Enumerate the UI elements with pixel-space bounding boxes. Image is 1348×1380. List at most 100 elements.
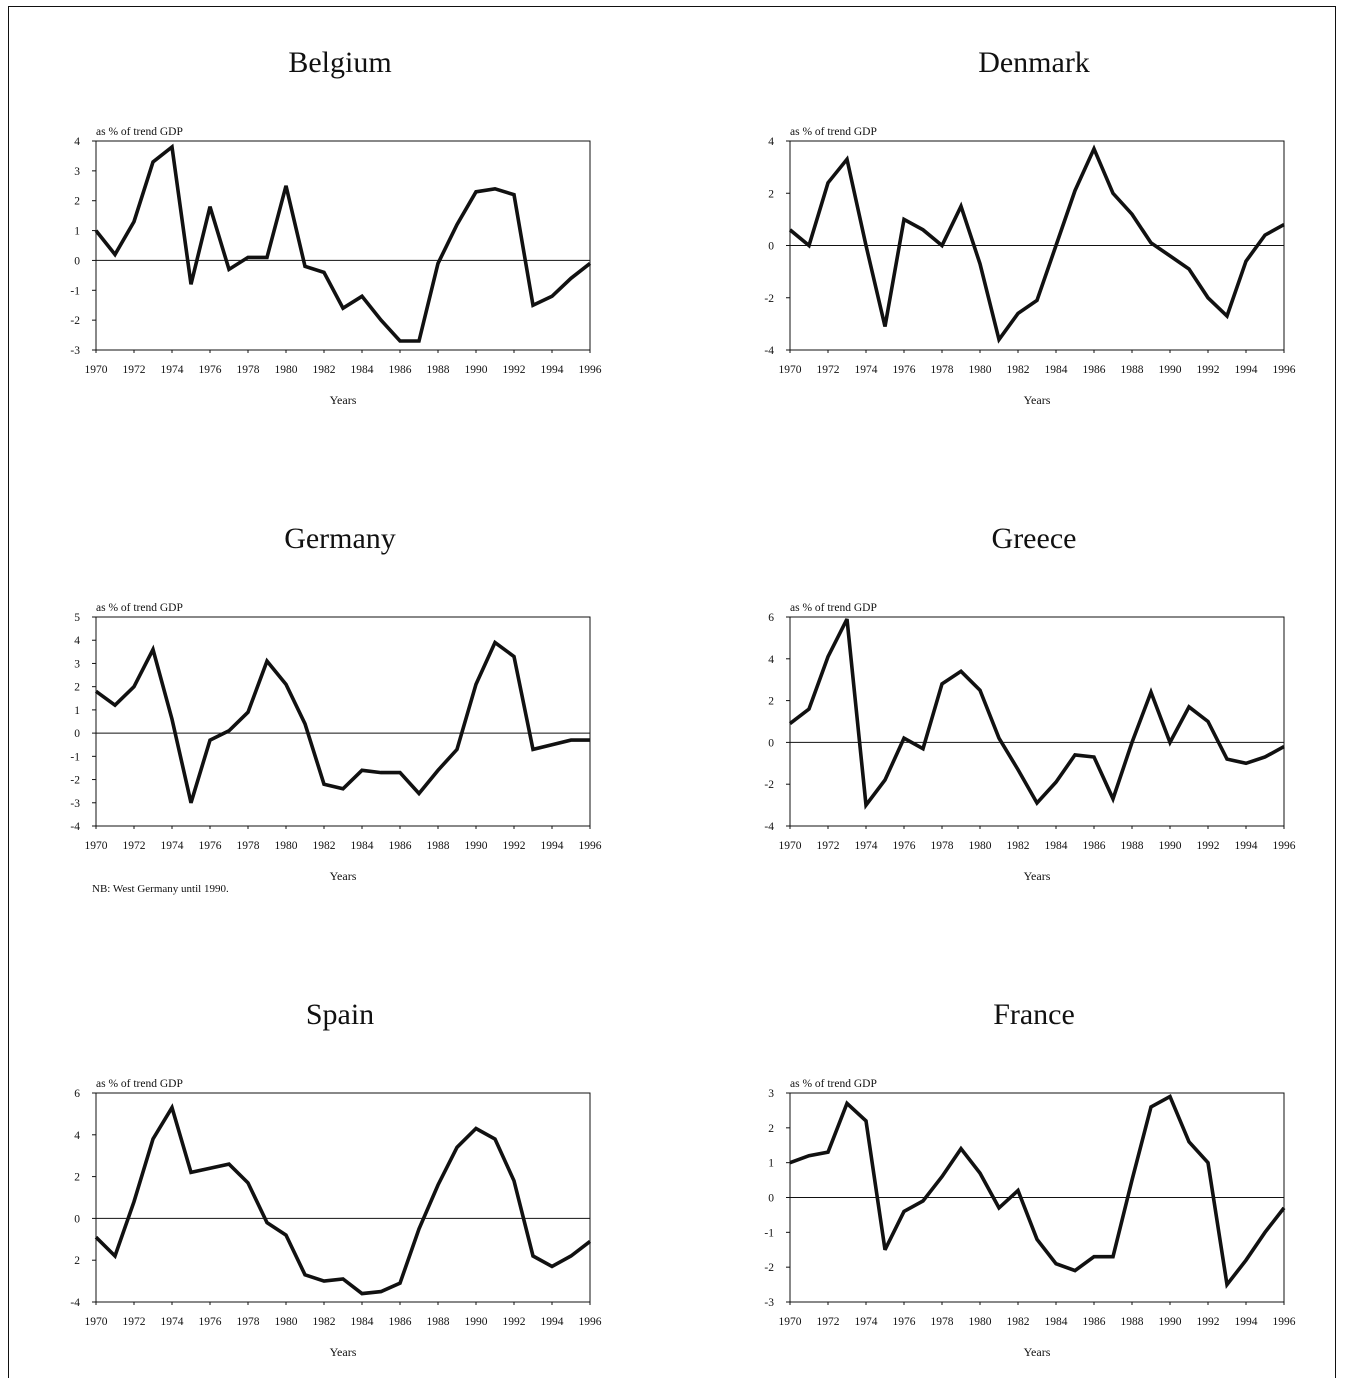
x-tick-label: 1970: [85, 840, 108, 852]
chart-note: NB: West Germany until 1990.: [92, 883, 229, 895]
x-tick-label: 1988: [1121, 1316, 1144, 1328]
x-tick-label: 1988: [427, 840, 450, 852]
x-tick-label: 1976: [199, 364, 222, 376]
x-tick-label: 1976: [893, 840, 916, 852]
y-tick-label: -3: [70, 345, 80, 357]
x-tick-label: 1970: [779, 364, 802, 376]
x-tick-label: 1984: [351, 840, 374, 852]
y-tick-label: -1: [70, 751, 80, 763]
x-tick-label: 1996: [579, 364, 602, 376]
y-tick-label: 2: [74, 1172, 80, 1184]
y-tick-label: 3: [768, 1088, 774, 1100]
x-tick-label: 1990: [1159, 1316, 1182, 1328]
y-tick-label: 1: [768, 1158, 774, 1170]
x-tick-label: 1970: [779, 840, 802, 852]
y-tick-label: -2: [70, 775, 80, 787]
x-tick-label: 1988: [1121, 364, 1144, 376]
x-tick-label: 1994: [1235, 840, 1258, 852]
x-tick-label: 1992: [503, 840, 526, 852]
series-line: [96, 1108, 590, 1294]
x-tick-label: 1974: [161, 840, 184, 852]
x-tick-label: 1978: [237, 840, 260, 852]
y-tick-label: -3: [764, 1297, 774, 1309]
y-unit-label: as % of trend GDP: [790, 126, 877, 138]
x-tick-label: 1978: [237, 364, 260, 376]
y-tick-label: 0: [768, 737, 774, 749]
plot-frame: [96, 1093, 590, 1302]
y-tick-label: 2: [768, 1123, 774, 1135]
x-tick-label: 1978: [237, 1316, 260, 1328]
x-tick-label: 1996: [1273, 364, 1296, 376]
y-unit-label: as % of trend GDP: [96, 1078, 183, 1090]
y-tick-label: 4: [74, 1130, 80, 1142]
x-tick-label: 1970: [85, 364, 108, 376]
x-tick-label: 1980: [275, 1316, 298, 1328]
x-tick-label: 1976: [199, 1316, 222, 1328]
x-tick-label: 1970: [779, 1316, 802, 1328]
y-tick-label: 6: [74, 1088, 80, 1100]
x-tick-label: 1984: [351, 364, 374, 376]
y-tick-label: 4: [74, 136, 80, 148]
y-tick-label: 0: [74, 1213, 80, 1225]
x-tick-label: 1978: [931, 840, 954, 852]
x-tick-label: 1978: [931, 1316, 954, 1328]
x-tick-label: 1986: [389, 364, 412, 376]
y-tick-label: -4: [764, 345, 774, 357]
x-tick-label: 1992: [1197, 364, 1220, 376]
x-tick-label: 1974: [855, 364, 878, 376]
x-tick-label: 1982: [1007, 1316, 1030, 1328]
x-tick-label: 1972: [817, 840, 840, 852]
series-line: [790, 149, 1284, 340]
x-axis-label: Years: [330, 1345, 357, 1359]
x-tick-label: 1980: [275, 840, 298, 852]
x-tick-label: 1986: [389, 840, 412, 852]
x-axis-label: Years: [1024, 393, 1051, 407]
y-tick-label: -1: [764, 1227, 774, 1239]
x-tick-label: 1986: [1083, 1316, 1106, 1328]
x-tick-label: 1992: [1197, 840, 1220, 852]
x-tick-label: 1980: [969, 364, 992, 376]
y-tick-label: -4: [70, 821, 80, 833]
x-tick-label: 1982: [1007, 364, 1030, 376]
x-tick-label: 1992: [1197, 1316, 1220, 1328]
x-tick-label: 1990: [465, 364, 488, 376]
y-unit-label: as % of trend GDP: [790, 602, 877, 614]
y-tick-label: 1: [74, 226, 80, 238]
y-tick-label: 2: [74, 682, 80, 694]
y-tick-label: 4: [74, 635, 80, 647]
x-tick-label: 1994: [1235, 364, 1258, 376]
x-tick-label: 1972: [123, 840, 146, 852]
y-tick-label: 3: [74, 166, 80, 178]
x-tick-label: 1976: [199, 840, 222, 852]
x-tick-label: 1996: [579, 840, 602, 852]
x-tick-label: 1986: [1083, 840, 1106, 852]
plot-frame: [96, 617, 590, 826]
x-tick-label: 1978: [931, 364, 954, 376]
y-tick-label: -3: [70, 798, 80, 810]
x-tick-label: 1980: [969, 1316, 992, 1328]
y-tick-label: 4: [768, 654, 774, 666]
y-tick-label: 2: [74, 1255, 80, 1267]
x-tick-label: 1976: [893, 364, 916, 376]
series-line: [790, 619, 1284, 805]
y-tick-label: 5: [74, 612, 80, 624]
x-tick-label: 1990: [1159, 840, 1182, 852]
x-tick-label: 1982: [313, 1316, 336, 1328]
x-axis-label: Years: [1024, 869, 1051, 883]
y-tick-label: 2: [768, 188, 774, 200]
x-tick-label: 1984: [1045, 840, 1068, 852]
x-tick-label: 1972: [817, 1316, 840, 1328]
x-tick-label: 1986: [1083, 364, 1106, 376]
y-tick-label: 0: [768, 1193, 774, 1205]
y-tick-label: 4: [768, 136, 774, 148]
x-tick-label: 1972: [123, 364, 146, 376]
x-tick-label: 1988: [427, 364, 450, 376]
